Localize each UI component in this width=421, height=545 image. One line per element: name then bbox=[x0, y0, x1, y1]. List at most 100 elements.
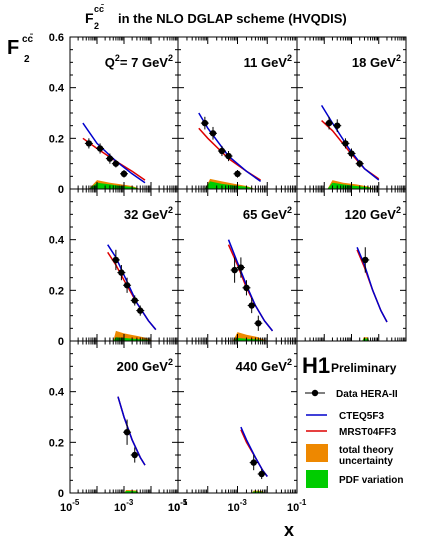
y-tick-label: 0.4 bbox=[49, 83, 65, 95]
data-point bbox=[356, 160, 363, 167]
q2-value: 32 bbox=[124, 207, 142, 222]
pdf-variation-band bbox=[327, 182, 375, 189]
x-tick-base: 10 bbox=[168, 502, 180, 514]
x-tick-exponent: -5 bbox=[180, 498, 188, 507]
q2-unit: GeV bbox=[142, 55, 168, 70]
data-point bbox=[106, 155, 114, 162]
panel-q2-200: 200 GeV2 bbox=[69, 340, 179, 494]
legend-theory-line-1: total theory bbox=[339, 445, 394, 456]
q2-unit-exponent: 2 bbox=[168, 357, 173, 367]
q2-unit: GeV bbox=[370, 55, 396, 70]
y-tick-label: 0.4 bbox=[49, 387, 65, 399]
y-tick-label: 0.2 bbox=[49, 133, 64, 145]
data-point bbox=[225, 152, 232, 160]
q2-equals: = bbox=[120, 55, 131, 70]
q2-unit-exponent: 2 bbox=[396, 53, 401, 63]
data-point bbox=[120, 170, 128, 177]
x-tick-base: 10 bbox=[168, 502, 180, 514]
x-tick-label: 10-5 bbox=[60, 498, 80, 514]
data-point bbox=[85, 140, 93, 147]
cteq5f3-curve bbox=[117, 396, 146, 466]
x-tick-base: 10 bbox=[60, 502, 72, 514]
ylabel-superscript: cc̄ bbox=[22, 33, 34, 45]
x-tick-base: 10 bbox=[287, 502, 299, 514]
data-point bbox=[234, 170, 241, 177]
y-tick-label: 0 bbox=[58, 488, 64, 500]
x-tick-label: 10-3 bbox=[114, 498, 134, 514]
legend-pdf-swatch bbox=[306, 470, 328, 488]
panel-q2-label: 65 GeV2 bbox=[243, 205, 292, 222]
x-tick-label: 10-5 bbox=[168, 498, 188, 514]
cteq5f3-curve bbox=[227, 239, 274, 332]
data-point bbox=[96, 145, 104, 152]
y-tick-label: 0 bbox=[58, 336, 64, 348]
data-point bbox=[237, 264, 245, 271]
pdf-variation-band bbox=[204, 181, 256, 189]
svg-text:F: F bbox=[85, 10, 94, 26]
q2-unit: GeV bbox=[261, 359, 287, 374]
q2-unit-exponent: 2 bbox=[168, 53, 173, 63]
cteq5f3-curve bbox=[107, 244, 157, 331]
data-point bbox=[348, 150, 355, 157]
data-point bbox=[218, 147, 226, 155]
panel-q2-18: 18 GeV2 bbox=[296, 36, 407, 190]
data-point bbox=[209, 130, 217, 137]
panel-q2-32: 32 GeV2 bbox=[69, 188, 179, 342]
x-tick-base: 10 bbox=[228, 502, 240, 514]
y-tick-label: 0.4 bbox=[49, 235, 65, 247]
preliminary-label: Preliminary bbox=[331, 361, 397, 375]
data-point bbox=[112, 256, 120, 264]
legend-mrst-label: MRST04FF3 bbox=[339, 427, 397, 438]
panel-q2-440: 440 GeV2 bbox=[177, 340, 298, 494]
data-point bbox=[342, 140, 349, 147]
x-tick-label: 10-1 bbox=[287, 498, 307, 514]
q2-value: 11 bbox=[244, 55, 261, 70]
title-subscript: 2 bbox=[94, 21, 99, 31]
data-point bbox=[118, 269, 125, 276]
panel-q2-120: 120 GeV2 bbox=[296, 188, 407, 342]
panel-q2-label: 200 GeV2 bbox=[117, 357, 173, 374]
y-tick-labels: 0 0.2 0.4 0.6 0 0.2 0.4 0 0.2 0.4 bbox=[49, 32, 65, 500]
data-point bbox=[255, 320, 262, 327]
data-point bbox=[131, 451, 138, 459]
q2-unit: GeV bbox=[142, 207, 168, 222]
q2-unit-exponent: 2 bbox=[396, 205, 401, 215]
q2-value: 7 bbox=[131, 55, 142, 70]
legend-data-marker bbox=[311, 389, 319, 397]
legend-theory-line-2: uncertainty bbox=[339, 456, 393, 467]
x-tick-exponent: -3 bbox=[240, 498, 248, 507]
x-tick-exponent: -1 bbox=[180, 498, 188, 507]
cteq5f3-curve bbox=[356, 247, 388, 323]
panel-q2-label: 440 GeV2 bbox=[236, 357, 292, 374]
cteq5f3-curve bbox=[320, 105, 380, 181]
q2-value: 440 bbox=[236, 359, 261, 374]
q2-unit: GeV bbox=[261, 207, 287, 222]
panel-q2-7: Q2= 7 GeV2 bbox=[69, 36, 179, 190]
data-point bbox=[258, 470, 265, 478]
data-point bbox=[123, 282, 131, 289]
title-superscript: cc̄ bbox=[94, 4, 105, 14]
q2-unit-exponent: 2 bbox=[287, 357, 292, 367]
pdf-variation-band bbox=[88, 182, 141, 189]
x-tick-label: 10-1 bbox=[168, 498, 188, 514]
panel-q2-label: 32 GeV2 bbox=[124, 205, 173, 222]
q2-value: 18 bbox=[352, 55, 370, 70]
panel-q2-label: Q2= 7 GeV2 bbox=[105, 53, 173, 70]
data-point bbox=[362, 256, 369, 264]
data-point bbox=[250, 459, 257, 466]
q2-unit: GeV bbox=[142, 359, 168, 374]
q2-value: 200 bbox=[117, 359, 142, 374]
h1-logo-text: H1 bbox=[302, 353, 330, 378]
data-point bbox=[201, 119, 209, 127]
data-point bbox=[231, 266, 238, 274]
q2-symbol: Q bbox=[105, 55, 115, 70]
q2-value: 65 bbox=[243, 207, 261, 222]
legend-theory-swatch bbox=[306, 444, 328, 462]
legend-pdf-label: PDF variation bbox=[339, 475, 403, 486]
x-tick-label: 10-3 bbox=[228, 498, 248, 514]
ylabel-subscript: 2 bbox=[24, 54, 30, 65]
q2-unit: GeV bbox=[370, 207, 396, 222]
title-prefix: F bbox=[85, 10, 94, 26]
